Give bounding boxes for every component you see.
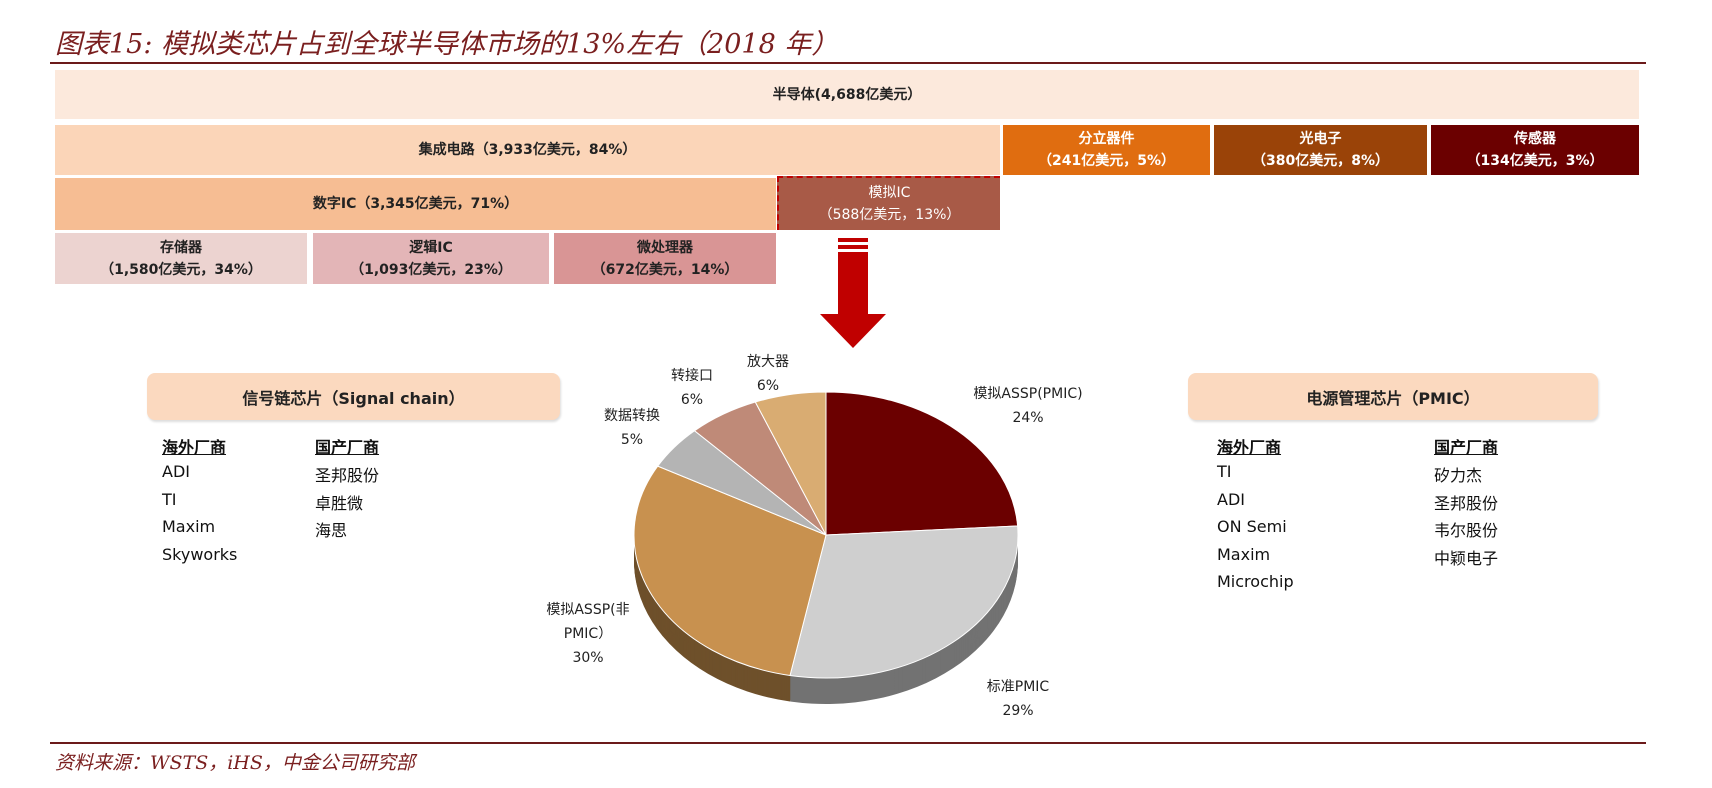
pmic-overseas-vendor: Microchip [1217, 572, 1294, 591]
pie-label-standard-pmic: 标准PMIC 29% [986, 679, 1050, 719]
signal-overseas-vendor: ADI [162, 462, 190, 481]
pmic-domestic-vendor: 韦尔股份 [1434, 521, 1499, 540]
block-value: （1,580亿美元，34%） [100, 261, 262, 278]
signal-overseas-vendor: Maxim [162, 517, 216, 536]
block-label: 数字IC（3,345亿美元，71%） [312, 196, 519, 212]
pmic-domestic-vendor: 矽力杰 [1434, 466, 1483, 485]
block-value: （241亿美元，5%） [1038, 153, 1175, 169]
signal-chain-header: 信号链芯片（Signal chain） [147, 373, 560, 420]
block-label: 光电子 [1299, 131, 1342, 147]
block-sensor: 传感器 （134亿美元，3%） [1431, 125, 1639, 175]
pmic-overseas-vendor: ON Semi [1217, 517, 1287, 536]
pmic-overseas-vendor: Maxim [1217, 544, 1271, 564]
pie-slice [789, 525, 1019, 679]
signal-domestic-vendor: 圣邦股份 [315, 466, 380, 485]
block-label: 集成电路（3,933亿美元，84%） [418, 142, 637, 158]
block-label: 模拟IC [868, 185, 911, 201]
signal-overseas-vendor: TI [162, 489, 177, 509]
pie-label-amplifier: 放大器 6% [747, 354, 789, 394]
pmic-overseas-vendor: TI [1217, 462, 1232, 481]
figure-title: 图表15: 模拟类芯片占到全球半导体市场的13%左右（2018 年） [55, 29, 839, 60]
signal-domestic-vendor: 海思 [315, 521, 348, 540]
block-value: （672亿美元，14%） [591, 261, 739, 278]
block-ic: 集成电路（3,933亿美元，84%） [55, 125, 1000, 175]
pie-label-assp-pmic: 模拟ASSP(PMIC) 24% [973, 386, 1083, 426]
top-divider [50, 62, 1646, 64]
down-arrow-icon [820, 238, 886, 348]
signal-overseas-label: 海外厂商 [162, 438, 227, 457]
block-analog-ic: 模拟IC （588亿美元，13%） [777, 176, 1000, 230]
pie-label-data-conversion: 数据转换 5% [604, 408, 660, 448]
block-label: 微处理器 [637, 239, 693, 256]
signal-overseas-vendor: Skyworks [162, 544, 238, 564]
block-semiconductor: 半导体(4,688亿美元） [55, 70, 1639, 119]
pmic-overseas-label: 海外厂商 [1217, 438, 1282, 457]
block-discrete: 分立器件 （241亿美元，5%） [1003, 125, 1210, 175]
pie-slice [633, 465, 827, 677]
block-value: （134亿美元，3%） [1466, 153, 1604, 169]
block-label: 存储器 [160, 239, 202, 256]
block-label: 分立器件 [1078, 131, 1135, 147]
block-microprocessor: 微处理器 （672亿美元，14%） [554, 233, 776, 284]
pmic-domestic-label: 国产厂商 [1434, 438, 1499, 457]
signal-domestic-vendor: 卓胜微 [315, 493, 364, 513]
pie-slice [754, 391, 827, 536]
block-value: （380亿美元，8%） [1252, 153, 1389, 169]
bottom-divider [50, 742, 1646, 744]
block-digital-ic: 数字IC（3,345亿美元，71%） [55, 178, 776, 230]
block-label: 逻辑IC [409, 239, 453, 256]
pmic-domestic-vendor: 中颖电子 [1434, 548, 1499, 568]
source-note: 资料来源：WSTS，iHS，中金公司研究部 [55, 752, 415, 774]
pmic-domestic-vendor: 圣邦股份 [1434, 493, 1499, 513]
signal-domestic-label: 国产厂商 [315, 438, 380, 457]
block-label: 传感器 [1514, 131, 1556, 147]
pie-label-interface: 转接口 6% [671, 368, 713, 408]
pmic-overseas-vendor: ADI [1217, 489, 1245, 509]
block-value: （1,093亿美元，23%） [350, 261, 512, 278]
block-logic-ic: 逻辑IC （1,093亿美元，23%） [313, 233, 549, 284]
block-label: 半导体(4,688亿美元） [772, 86, 922, 103]
pmic-header: 电源管理芯片（PMIC） [1188, 373, 1598, 420]
block-memory: 存储器 （1,580亿美元，34%） [55, 233, 307, 284]
pie-label-assp-non-pmic: 模拟ASSP(非PMIC） 30% [546, 602, 630, 666]
pie-slice [825, 391, 1019, 536]
block-value: （588亿美元，13%） [818, 207, 961, 223]
block-optoelectronics: 光电子 （380亿美元，8%） [1214, 125, 1427, 175]
